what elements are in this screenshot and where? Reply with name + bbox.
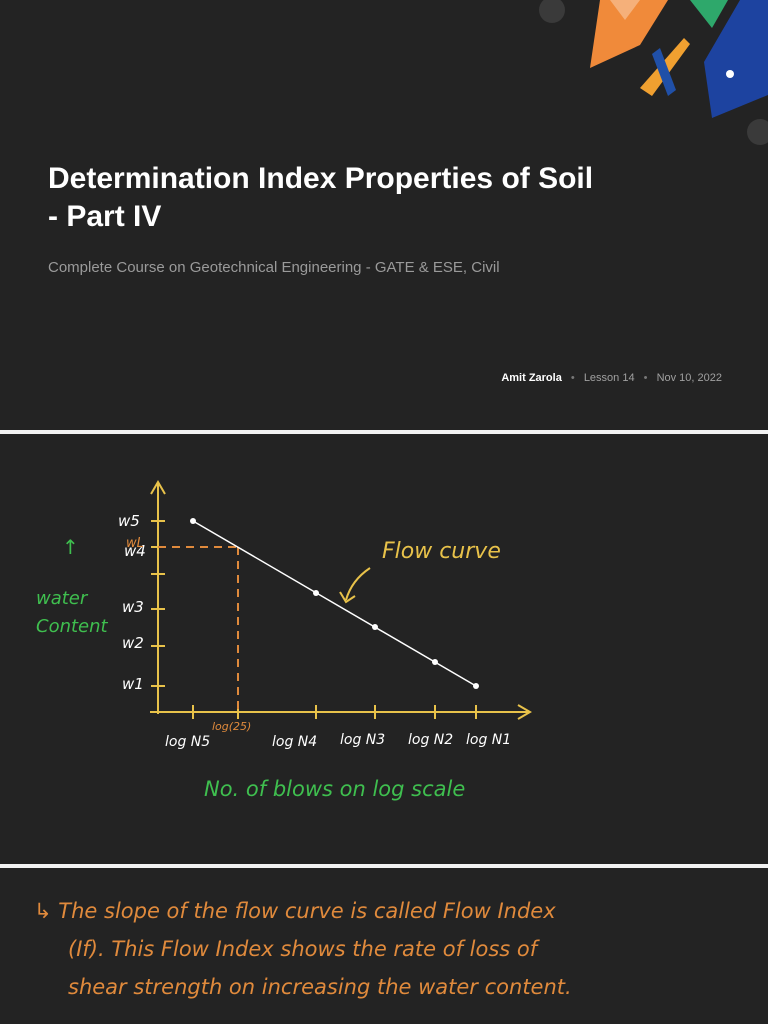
x-axis-arrow-icon: [517, 704, 532, 720]
bow-shape-icon: [652, 48, 676, 96]
y-axis-label-line: water: [36, 588, 89, 609]
y-tick-label: w2: [122, 634, 144, 652]
graph-slide: w5 w4 w3 w2 w1 wL log N5 log N4 log N3 l…: [0, 434, 768, 864]
y-axis-arrow-label: ↑: [62, 535, 79, 559]
annotation-arrow-icon: [345, 567, 371, 601]
separator-dot: •: [643, 372, 648, 384]
data-point: [313, 590, 319, 596]
data-point: [432, 659, 438, 665]
x-tick-label: log N2: [408, 732, 453, 748]
pencil-tip-icon: [610, 0, 640, 20]
handwritten-notes: ↳ The slope of the flow curve is called …: [34, 899, 572, 999]
y-tick-label: w4: [124, 542, 146, 560]
x-tick-label-log25: log(25): [212, 720, 251, 733]
lesson-number: Lesson 14: [583, 372, 635, 384]
page-title: Determination Index Properties of Soil -…: [48, 162, 594, 233]
title-slide: Determination Index Properties of Soil -…: [0, 0, 768, 430]
x-tick-label: log N3: [340, 732, 385, 748]
data-point: [473, 683, 479, 689]
y-tick-label-wl: wL: [126, 536, 144, 551]
x-tick-label: log N4: [272, 734, 317, 750]
annotation-arrowhead-icon: [339, 591, 356, 604]
x-tick-label: log N5: [165, 734, 210, 750]
deco-circle: [747, 119, 768, 145]
decorative-graphics: [539, 0, 768, 145]
x-tick-label: log N1: [466, 732, 511, 748]
y-tick-label: w1: [122, 675, 144, 693]
y-axis-arrow-icon: [150, 480, 166, 495]
data-point: [190, 518, 196, 524]
deco-circle: [539, 0, 565, 23]
course-subtitle: Complete Course on Geotechnical Engineer…: [48, 259, 500, 276]
lesson-meta: Amit Zarola • Lesson 14 • Nov 10, 2022: [501, 372, 722, 384]
y-tick-label: w3: [122, 598, 144, 616]
x-axis-label: No. of blows on log scale: [204, 777, 465, 801]
note-line: shear strength on increasing the water c…: [68, 975, 572, 999]
flow-curve-line: [192, 520, 477, 687]
data-point: [372, 624, 378, 630]
note-line: ↳ The slope of the flow curve is called …: [34, 899, 556, 923]
flow-curve-chart: w5 w4 w3 w2 w1 wL log N5 log N4 log N3 l…: [36, 480, 532, 801]
separator-dot: •: [570, 372, 575, 384]
author-name: Amit Zarola: [501, 372, 562, 384]
lesson-date: Nov 10, 2022: [656, 372, 722, 384]
note-line: (If). This Flow Index shows the rate of …: [68, 937, 541, 961]
leaf-shape-icon: [690, 0, 728, 28]
pen-nib-icon: [704, 0, 768, 118]
pen-dot-icon: [726, 70, 734, 78]
flow-curve-label: Flow curve: [382, 539, 501, 564]
y-tick-label: w5: [118, 512, 140, 530]
y-axis-label-line: Content: [36, 616, 109, 637]
pencil-shape-icon: [590, 0, 668, 68]
notes-slide: ↳ The slope of the flow curve is called …: [0, 868, 768, 1024]
